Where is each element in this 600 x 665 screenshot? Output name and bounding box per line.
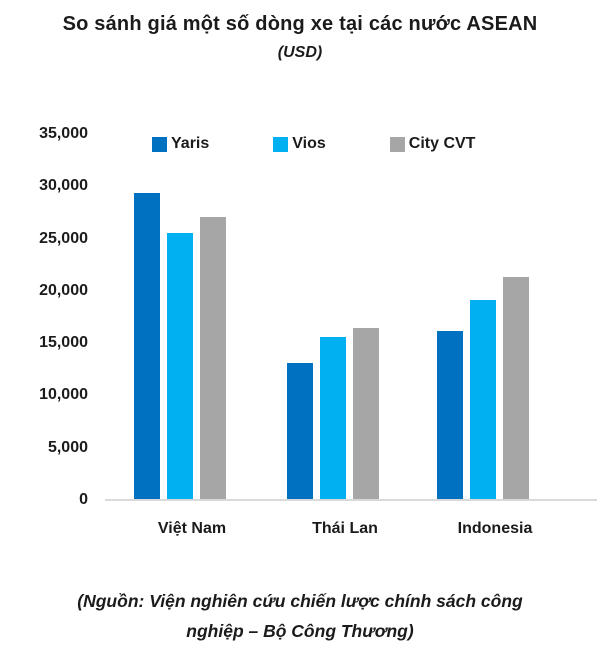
bar-yaris-indonesia — [437, 331, 463, 499]
source-note: (Nguồn: Viện nghiên cứu chiến lược chính… — [0, 586, 600, 646]
y-axis: 0 5,000 10,000 15,000 20,000 25,000 30,000 35,0… — [0, 0, 88, 560]
source-note-line1: (Nguồn: Viện nghiên cứu chiến lược chính… — [77, 591, 523, 611]
y-axis-tick-label: 10,000 — [39, 386, 88, 403]
legend-item-vios: Vios — [273, 135, 326, 153]
legend-label-yaris: Yaris — [171, 135, 210, 152]
legend-swatch-city-cvt — [389, 136, 405, 152]
bar-group-vi-t-nam — [134, 193, 226, 499]
x-axis: Việt Nam Thái Lan Indonesia — [0, 520, 600, 546]
x-axis-label-th-i-lan: Thái Lan — [312, 520, 378, 537]
bar-city-cvt-vi-t-nam — [200, 217, 226, 499]
legend-swatch-yaris — [152, 136, 167, 152]
bar-city-cvt-th-i-lan — [353, 328, 379, 499]
bar-vios-th-i-lan — [320, 337, 346, 499]
y-axis-tick-label: 20,000 — [39, 282, 88, 299]
bar-vios-vi-t-nam — [167, 233, 193, 499]
y-axis-tick-label: 35,000 — [39, 125, 88, 142]
x-axis-label-indonesia: Indonesia — [457, 520, 533, 537]
chart-legend: Yaris Vios City CVT — [152, 135, 475, 153]
y-axis-tick-label: 25,000 — [39, 230, 88, 247]
legend-label-city-cvt: City CVT — [408, 135, 476, 152]
bar-city-cvt-indonesia — [503, 277, 529, 499]
x-axis-label-vi-t-nam: Việt Nam — [157, 520, 227, 537]
y-axis-tick-label: 15,000 — [39, 334, 88, 351]
bar-yaris-th-i-lan — [287, 363, 313, 499]
bar-group-th-i-lan — [287, 328, 379, 499]
legend-item-city-cvt: City CVT — [389, 135, 476, 153]
y-axis-tick-label: 5,000 — [47, 439, 88, 456]
chart-subtitle: (USD) — [277, 44, 323, 61]
legend-label-vios: Vios — [292, 135, 326, 152]
bar-yaris-vi-t-nam — [134, 193, 160, 499]
legend-item-yaris: Yaris — [152, 135, 209, 153]
chart-title: So sánh giá một số dòng xe tại các nước … — [62, 13, 538, 35]
source-note-line2: nghiệp – Bộ Công Thương) — [186, 621, 414, 641]
bar-group-indonesia — [437, 277, 529, 499]
bar-vios-indonesia — [470, 300, 496, 499]
y-axis-tick-label: 0 — [79, 491, 88, 508]
plot-area — [105, 133, 597, 501]
legend-swatch-vios — [273, 136, 289, 152]
y-axis-tick-label: 30,000 — [39, 177, 88, 194]
